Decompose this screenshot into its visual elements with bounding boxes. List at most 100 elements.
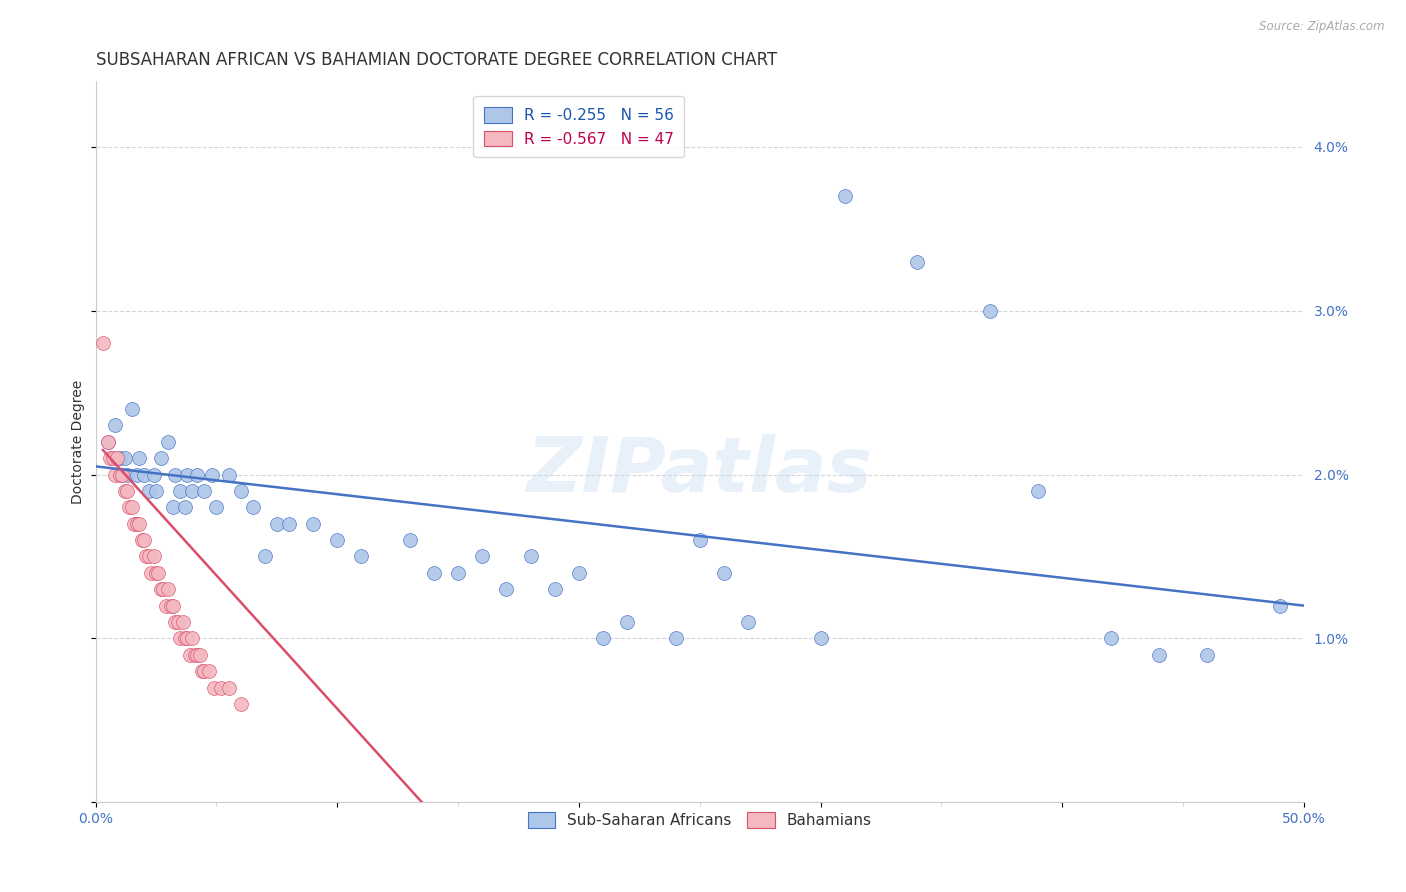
Point	[209, 681, 232, 695]
Point	[169, 483, 191, 498]
Point	[181, 483, 204, 498]
Point	[155, 599, 177, 613]
Point	[121, 402, 143, 417]
Point	[165, 467, 187, 482]
Point	[115, 483, 138, 498]
Point	[186, 648, 208, 662]
Point	[162, 599, 184, 613]
Point	[616, 615, 638, 629]
Point	[737, 615, 759, 629]
Point	[131, 533, 153, 548]
Point	[592, 632, 614, 646]
Point	[149, 582, 172, 597]
Point	[1268, 599, 1291, 613]
Point	[115, 467, 138, 482]
Point	[519, 549, 541, 564]
Point	[176, 467, 198, 482]
Point	[135, 549, 157, 564]
Point	[142, 549, 165, 564]
Point	[188, 648, 211, 662]
Point	[172, 615, 194, 629]
Point	[121, 500, 143, 515]
Point	[132, 533, 155, 548]
Point	[979, 303, 1001, 318]
Point	[97, 434, 120, 449]
Point	[128, 451, 150, 466]
Point	[97, 434, 120, 449]
Point	[665, 632, 688, 646]
Point	[174, 632, 197, 646]
Point	[350, 549, 373, 564]
Point	[165, 615, 187, 629]
Point	[145, 483, 167, 498]
Point	[181, 632, 204, 646]
Legend: Sub-Saharan Africans, Bahamians: Sub-Saharan Africans, Bahamians	[522, 806, 877, 834]
Point	[91, 336, 114, 351]
Point	[186, 467, 208, 482]
Point	[148, 566, 170, 580]
Point	[253, 549, 276, 564]
Point	[423, 566, 446, 580]
Point	[169, 632, 191, 646]
Point	[229, 483, 252, 498]
Point	[302, 516, 325, 531]
Point	[834, 189, 856, 203]
Point	[157, 434, 180, 449]
Point	[1147, 648, 1170, 662]
Point	[149, 451, 172, 466]
Point	[471, 549, 494, 564]
Point	[142, 467, 165, 482]
Point	[176, 632, 198, 646]
Y-axis label: Doctorate Degree: Doctorate Degree	[72, 380, 86, 504]
Point	[125, 467, 148, 482]
Point	[713, 566, 735, 580]
Point	[568, 566, 591, 580]
Point	[218, 467, 240, 482]
Point	[104, 418, 127, 433]
Point	[193, 483, 215, 498]
Point	[114, 451, 136, 466]
Point	[1099, 632, 1122, 646]
Point	[138, 483, 160, 498]
Point	[132, 467, 155, 482]
Text: Source: ZipAtlas.com: Source: ZipAtlas.com	[1260, 20, 1385, 33]
Point	[1197, 648, 1219, 662]
Point	[1026, 483, 1049, 498]
Point	[128, 516, 150, 531]
Point	[495, 582, 517, 597]
Text: SUBSAHARAN AFRICAN VS BAHAMIAN DOCTORATE DEGREE CORRELATION CHART: SUBSAHARAN AFRICAN VS BAHAMIAN DOCTORATE…	[96, 51, 778, 69]
Point	[124, 516, 146, 531]
Point	[205, 500, 228, 515]
Point	[179, 648, 201, 662]
Point	[104, 467, 127, 482]
Point	[108, 467, 131, 482]
Point	[108, 451, 131, 466]
Point	[326, 533, 349, 548]
Point	[125, 516, 148, 531]
Point	[229, 697, 252, 711]
Point	[157, 582, 180, 597]
Point	[198, 664, 221, 678]
Point	[201, 467, 224, 482]
Point	[138, 549, 160, 564]
Point	[152, 582, 174, 597]
Point	[111, 467, 134, 482]
Point	[159, 599, 181, 613]
Text: ZIPatlas: ZIPatlas	[527, 434, 873, 508]
Point	[544, 582, 567, 597]
Point	[101, 451, 124, 466]
Point	[202, 681, 225, 695]
Point	[191, 664, 214, 678]
Point	[278, 516, 301, 531]
Point	[98, 451, 121, 466]
Point	[266, 516, 288, 531]
Point	[184, 648, 207, 662]
Point	[810, 632, 832, 646]
Point	[107, 451, 129, 466]
Point	[689, 533, 711, 548]
Point	[141, 566, 163, 580]
Point	[193, 664, 215, 678]
Point	[447, 566, 470, 580]
Point	[145, 566, 167, 580]
Point	[398, 533, 420, 548]
